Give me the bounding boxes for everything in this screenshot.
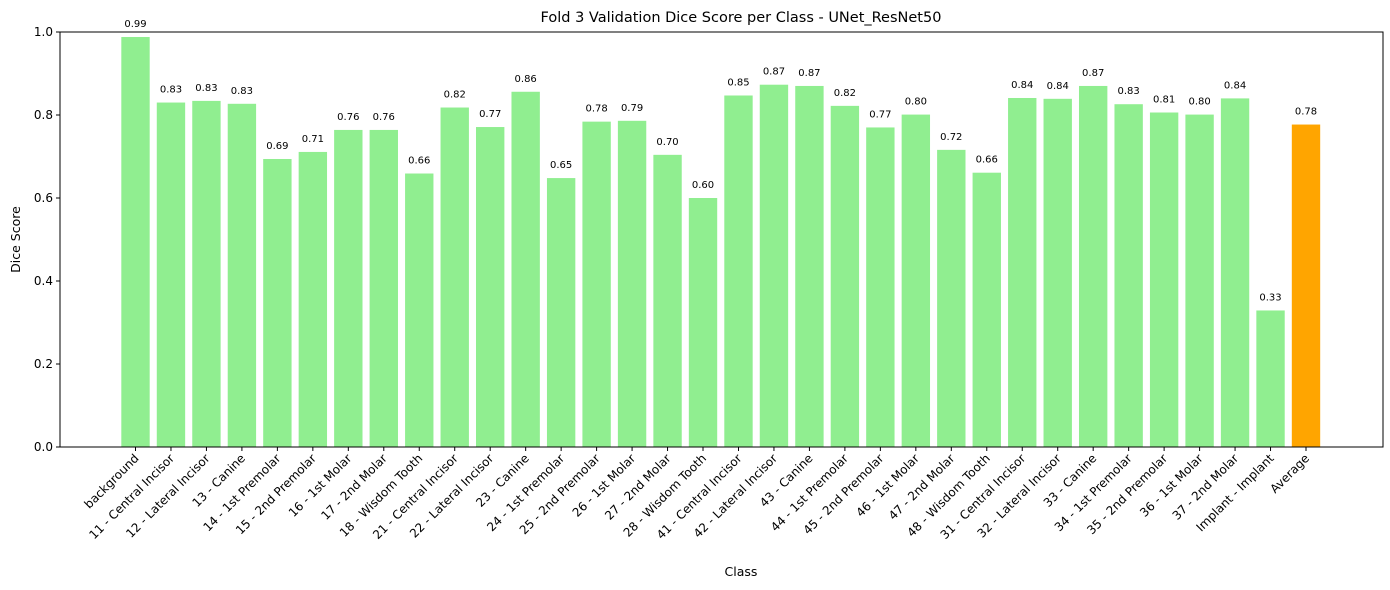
data-label: 0.83 <box>1118 86 1140 97</box>
bar <box>476 127 505 447</box>
y-tick-label: 0.8 <box>34 108 53 122</box>
bar <box>440 107 469 447</box>
bar <box>972 172 1001 447</box>
data-label: 0.84 <box>1224 80 1246 91</box>
x-tick-label: 46 - 1st Molar <box>853 451 922 520</box>
data-label: 0.82 <box>834 88 856 99</box>
y-tick-label: 0.0 <box>34 440 53 454</box>
bar <box>334 129 363 447</box>
bar <box>369 129 398 447</box>
bar <box>866 127 895 447</box>
bar <box>546 178 576 447</box>
data-label: 0.87 <box>1082 68 1104 79</box>
bar <box>901 114 931 448</box>
data-label: 0.77 <box>869 109 891 120</box>
y-tick-label: 0.2 <box>34 357 53 371</box>
bar <box>1043 98 1072 447</box>
bar <box>227 103 257 448</box>
y-axis-ticks: 0.0 0.2 0.4 0.6 0.8 1.0 <box>34 25 60 454</box>
bar <box>937 149 966 448</box>
chart-title: Fold 3 Validation Dice Score per Class -… <box>541 10 942 26</box>
bar <box>1008 97 1037 448</box>
data-label: 0.78 <box>1295 107 1317 118</box>
data-label: 0.33 <box>1259 292 1281 303</box>
bar <box>405 173 434 447</box>
data-label: 0.60 <box>692 180 714 191</box>
bar <box>298 151 328 447</box>
x-tick-label: 36 - 1st Molar <box>1137 451 1206 520</box>
data-label: 0.84 <box>1047 81 1069 92</box>
bar <box>511 91 540 447</box>
y-axis-label: Dice Score <box>8 206 23 273</box>
data-label: 0.66 <box>408 156 430 167</box>
data-label: 0.87 <box>798 68 820 79</box>
data-label: 0.77 <box>479 109 501 120</box>
data-label: 0.82 <box>444 90 466 101</box>
x-tick-label: 16 - 1st Molar <box>286 451 355 520</box>
y-tick-label: 0.6 <box>34 191 53 205</box>
y-tick-label: 0.4 <box>34 274 53 288</box>
bar <box>795 85 824 447</box>
bar <box>759 84 789 447</box>
plot-frame <box>59 31 1384 448</box>
bar-average <box>1291 124 1321 448</box>
bar <box>156 102 186 448</box>
data-label: 0.85 <box>727 77 749 88</box>
bar <box>582 121 611 447</box>
data-label: 0.72 <box>940 132 962 143</box>
data-label: 0.80 <box>905 97 927 108</box>
bar <box>1078 85 1108 447</box>
data-label: 0.70 <box>656 137 678 148</box>
bar <box>653 154 682 447</box>
data-label: 0.83 <box>231 86 253 97</box>
data-label: 0.78 <box>585 104 607 115</box>
bar <box>1256 310 1285 447</box>
x-tick-label: 26 - 1st Molar <box>570 451 639 520</box>
bars-group <box>121 36 1321 448</box>
data-label: 0.79 <box>621 103 643 114</box>
bar <box>192 100 221 447</box>
y-tick-label: 1.0 <box>34 25 53 39</box>
bar <box>830 105 860 448</box>
bar <box>1114 104 1143 448</box>
bar <box>121 36 150 447</box>
data-label: 0.76 <box>373 112 395 123</box>
data-label: 0.71 <box>302 134 324 145</box>
bar <box>688 198 718 447</box>
bar <box>724 95 753 448</box>
bar <box>1149 112 1179 447</box>
bar <box>1185 114 1214 448</box>
bar <box>263 158 292 448</box>
data-label: 0.83 <box>195 83 217 94</box>
data-label: 0.66 <box>976 155 998 166</box>
x-axis-label: Class <box>725 564 758 579</box>
x-tick-label: Average <box>1267 451 1312 496</box>
data-label: 0.87 <box>763 67 785 78</box>
data-label: 0.76 <box>337 112 359 123</box>
data-label: 0.84 <box>1011 80 1033 91</box>
data-label: 0.80 <box>1188 97 1210 108</box>
data-label: 0.99 <box>124 19 146 30</box>
bar <box>1220 98 1250 448</box>
bar <box>617 120 647 447</box>
data-label: 0.83 <box>160 85 182 96</box>
data-labels-group: 0.99 0.83 0.83 0.83 0.69 0.71 0.76 0.76 0.66 0.82… <box>124 19 1317 303</box>
data-label: 0.65 <box>550 160 572 171</box>
data-label: 0.69 <box>266 141 288 152</box>
data-label: 0.81 <box>1153 95 1175 106</box>
data-label: 0.86 <box>515 74 537 85</box>
